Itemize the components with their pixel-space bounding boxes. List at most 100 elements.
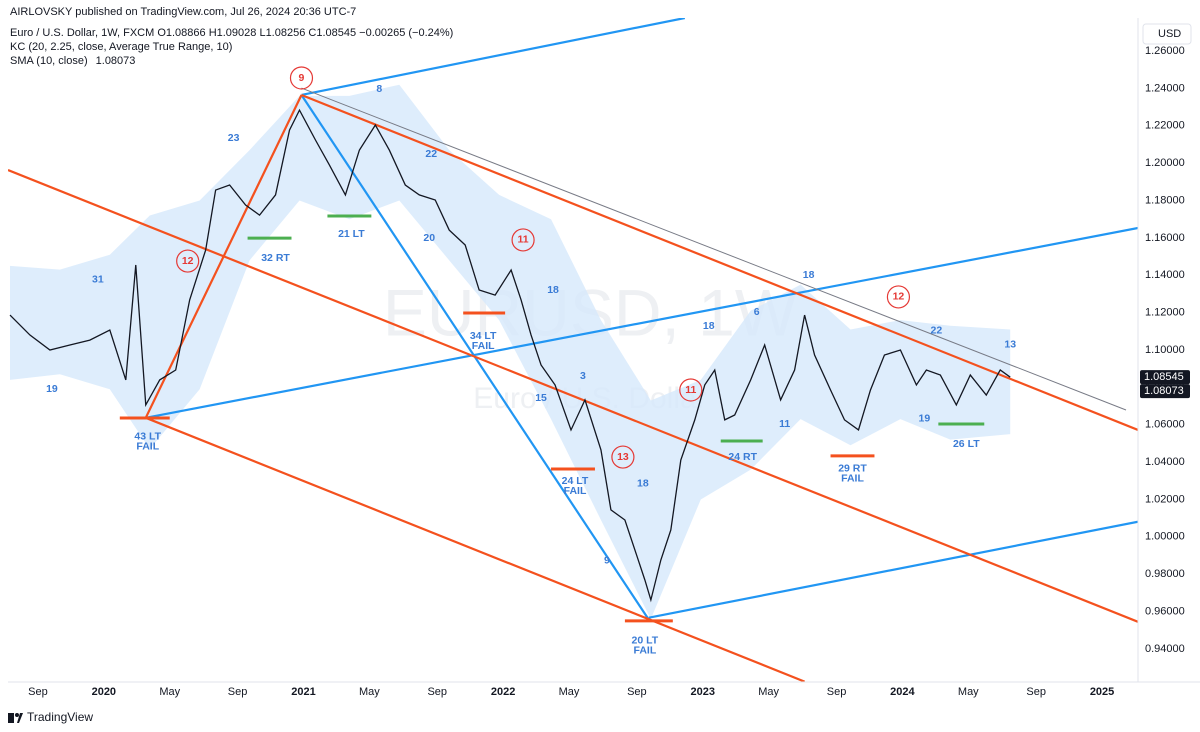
annotation: 11 xyxy=(518,234,529,246)
y-tick-label: 0.94000 xyxy=(1145,643,1185,655)
trend-line xyxy=(8,169,1138,623)
y-tick-label: 1.22000 xyxy=(1145,120,1185,132)
annotation: 29 RT xyxy=(838,463,867,475)
keltner-band xyxy=(9,84,1011,620)
annotation: 11 xyxy=(685,384,696,396)
x-tick-label: 2020 xyxy=(92,686,116,698)
annotation: 31 xyxy=(92,274,104,286)
x-tick-label: May xyxy=(359,686,380,698)
y-tick-label: 1.14000 xyxy=(1145,269,1185,281)
footer-logo xyxy=(8,713,23,723)
annotation: 19 xyxy=(919,413,931,425)
annotation: 22 xyxy=(425,148,437,160)
x-tick-label: Sep xyxy=(627,686,647,698)
annotation: 24 RT xyxy=(728,451,757,463)
plot xyxy=(8,18,1138,682)
x-tick-label: Sep xyxy=(28,686,48,698)
annotation: 9 xyxy=(299,72,305,84)
y-tick-label: 0.98000 xyxy=(1145,568,1185,580)
annotation: 19 xyxy=(46,383,58,395)
kc-line: KC (20, 2.25, close, Average True Range,… xyxy=(10,41,232,53)
price-label: 1.08073 xyxy=(1144,385,1184,397)
trend-line xyxy=(301,18,686,97)
annotation: 11 xyxy=(779,418,790,430)
annotation: 26 LT xyxy=(953,438,980,450)
annotation: FAIL xyxy=(841,473,864,485)
y-tick-label: 1.10000 xyxy=(1145,344,1185,356)
y-tick-label: 1.24000 xyxy=(1145,82,1185,94)
annotation: 18 xyxy=(547,284,559,296)
y-tick-label: 1.26000 xyxy=(1145,45,1185,57)
annotation: 13 xyxy=(617,451,629,463)
annotation: 12 xyxy=(182,255,194,267)
sma-line: SMA (10, close) 1.08073 xyxy=(10,55,135,67)
annotation: 34 LT xyxy=(470,330,497,342)
annotation-circle xyxy=(511,228,535,252)
guide-line xyxy=(301,87,1127,411)
annotation: FAIL xyxy=(633,645,656,657)
footer-brand: TradingView xyxy=(27,710,93,724)
currency-box[interactable] xyxy=(1142,23,1192,45)
annotation-circle xyxy=(886,285,911,309)
annotation: 32 RT xyxy=(261,252,290,264)
x-tick-label: May xyxy=(758,686,779,698)
annotation: 8 xyxy=(376,83,382,95)
x-tick-label: 2022 xyxy=(491,686,515,698)
annotation: 24 LT xyxy=(562,475,589,487)
x-tick-label: May xyxy=(159,686,180,698)
trend-line xyxy=(648,520,1138,619)
annotation: 18 xyxy=(803,269,815,281)
annotation: 20 LT xyxy=(632,635,659,647)
annotation: 3 xyxy=(580,370,586,382)
x-tick-label: May xyxy=(559,686,580,698)
annotation: 13 xyxy=(1004,339,1016,351)
annotation: 21 LT xyxy=(338,228,365,240)
annotation: FAIL xyxy=(472,340,495,352)
annotation: 18 xyxy=(703,320,715,332)
published-line: AIRLOVSKY published on TradingView.com, … xyxy=(10,6,356,18)
annotation: 43 LT xyxy=(134,431,161,443)
annotation-circle xyxy=(611,445,635,469)
annotation-circle xyxy=(176,249,200,273)
x-tick-label: 2023 xyxy=(691,686,715,698)
x-tick-label: Sep xyxy=(827,686,847,698)
symbol-line: Euro / U.S. Dollar, 1W, FXCM O1.08866 H1… xyxy=(10,27,453,39)
price-label: 1.08545 xyxy=(1144,371,1184,383)
x-tick-label: 2024 xyxy=(890,686,915,698)
x-tick-label: Sep xyxy=(427,686,447,698)
price-line xyxy=(9,108,1011,603)
price-label-box xyxy=(1140,384,1190,399)
annotation: 15 xyxy=(535,392,547,404)
y-tick-label: 1.06000 xyxy=(1145,419,1185,431)
x-tick-label: 2025 xyxy=(1090,686,1114,698)
annotation: FAIL xyxy=(136,441,159,453)
x-tick-label: Sep xyxy=(228,686,248,698)
annotation: 9 xyxy=(604,555,610,567)
sma-value: 1.08073 xyxy=(96,55,136,67)
y-tick-label: 1.00000 xyxy=(1145,531,1185,543)
annotation: FAIL xyxy=(564,485,587,497)
x-tick-label: May xyxy=(958,686,979,698)
y-tick-label: 1.04000 xyxy=(1145,456,1185,468)
x-tick-label: Sep xyxy=(1026,686,1046,698)
annotation: 23 xyxy=(228,132,240,144)
annotation: 18 xyxy=(637,478,649,490)
trend-line xyxy=(145,226,1138,419)
y-tick-label: 1.20000 xyxy=(1145,157,1185,169)
x-tick-label: 2021 xyxy=(291,686,315,698)
price-label-box xyxy=(1140,370,1190,385)
y-tick-label: 1.16000 xyxy=(1145,232,1185,244)
y-tick-label: 1.02000 xyxy=(1145,493,1185,505)
sma-label: SMA (10, close) xyxy=(10,55,88,67)
y-tick-label: 1.18000 xyxy=(1145,194,1185,206)
y-tick-label: 1.12000 xyxy=(1145,307,1185,319)
annotation: 22 xyxy=(931,325,943,337)
currency[interactable]: USD xyxy=(1158,28,1181,40)
annotation: 12 xyxy=(893,291,905,303)
annotation-circle xyxy=(679,378,703,402)
annotation: 6 xyxy=(754,306,760,318)
y-tick-label: 0.96000 xyxy=(1145,605,1185,617)
trend-line xyxy=(145,416,805,682)
annotation: 20 xyxy=(423,232,435,244)
